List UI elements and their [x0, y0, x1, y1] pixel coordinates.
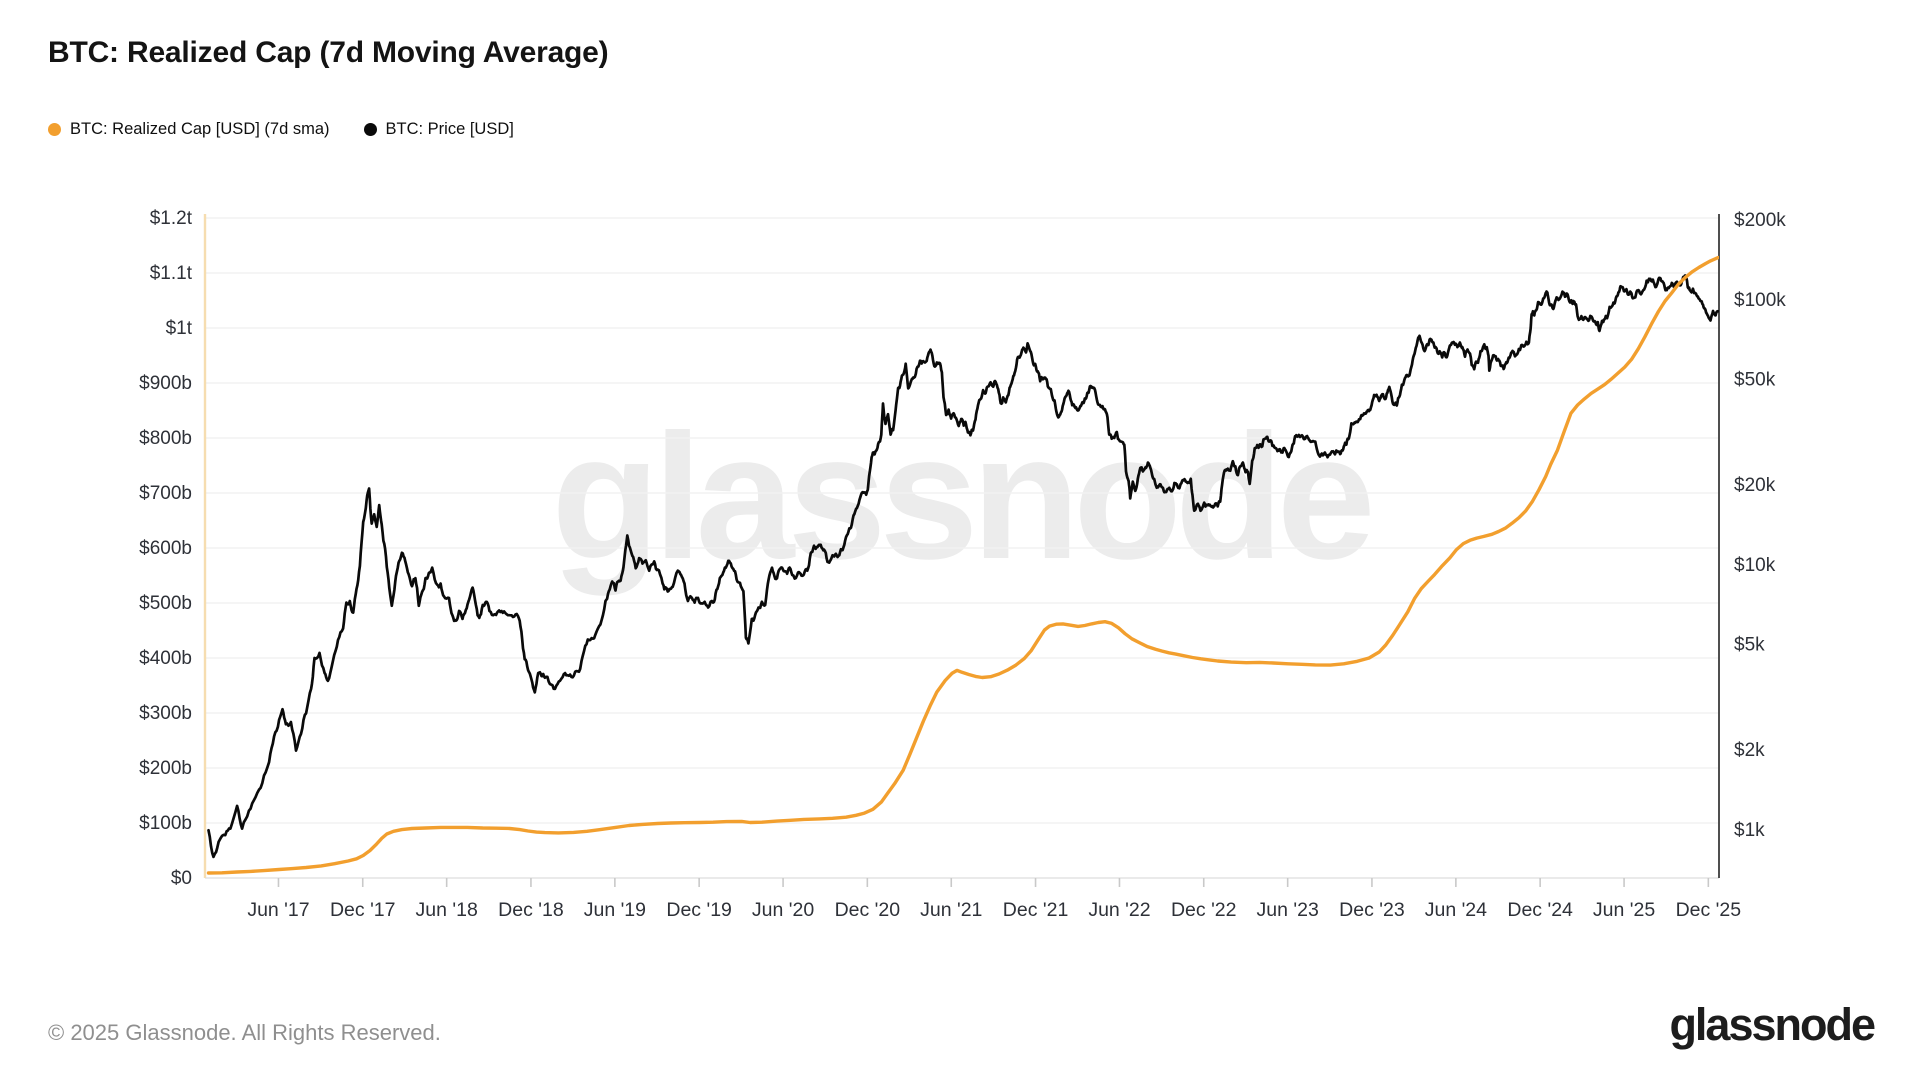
left-axis-tick-label: $700b — [139, 483, 192, 504]
page-title: BTC: Realized Cap (7d Moving Average) — [48, 36, 609, 69]
x-axis-tick-label: Jun '21 — [920, 899, 982, 921]
right-axis-tick-label: $1k — [1734, 820, 1765, 841]
left-axis-tick-label: $600b — [139, 538, 192, 559]
legend-item-realized-cap[interactable]: BTC: Realized Cap [USD] (7d sma) — [48, 120, 330, 139]
x-axis-tick-label: Jun '24 — [1425, 899, 1487, 921]
x-axis-tick-label: Jun '20 — [752, 899, 814, 921]
legend-item-price[interactable]: BTC: Price [USD] — [363, 120, 514, 139]
left-axis-tick-label: $800b — [139, 428, 192, 449]
x-axis-tick-label: Dec '17 — [330, 899, 396, 921]
legend-label-price: BTC: Price [USD] — [385, 120, 514, 138]
glassnode-logo: glassnode — [1669, 999, 1876, 1050]
left-axis-tick-label: $200b — [139, 758, 192, 779]
chart-legend: BTC: Realized Cap [USD] (7d sma) BTC: Pr… — [48, 120, 514, 139]
realized-cap-legend-dot-icon — [48, 123, 61, 136]
x-axis-tick-label: Dec '25 — [1676, 899, 1742, 921]
right-axis-tick-label: $2k — [1734, 740, 1765, 761]
right-axis-tick-label: $10k — [1734, 555, 1776, 576]
left-axis-tick-label: $100b — [139, 813, 192, 834]
x-axis-tick-label: Dec '22 — [1171, 899, 1237, 921]
right-axis-tick-label: $100k — [1734, 290, 1786, 311]
x-axis-tick-label: Jun '22 — [1088, 899, 1150, 921]
x-axis-tick-label: Jun '23 — [1257, 899, 1319, 921]
left-axis-tick-label: $500b — [139, 593, 192, 614]
x-axis-tick-label: Dec '23 — [1339, 899, 1405, 921]
x-axis-tick-label: Jun '19 — [584, 899, 646, 921]
x-axis-tick-label: Dec '21 — [1003, 899, 1069, 921]
right-axis-tick-label: $50k — [1734, 370, 1776, 391]
price-line — [207, 274, 1719, 859]
x-axis-tick-label: Dec '19 — [666, 899, 732, 921]
left-axis-tick-label: $0 — [171, 868, 192, 889]
legend-label-realized-cap: BTC: Realized Cap [USD] (7d sma) — [70, 120, 330, 138]
x-axis-tick-label: Jun '17 — [247, 899, 309, 921]
left-axis-tick-label: $400b — [139, 648, 192, 669]
x-axis-tick-label: Dec '24 — [1507, 899, 1573, 921]
x-axis-tick-label: Jun '25 — [1593, 899, 1655, 921]
right-axis-tick-label: $5k — [1734, 635, 1765, 656]
price-legend-dot-icon — [363, 123, 377, 136]
right-axis-tick-label: $200k — [1734, 210, 1786, 231]
left-axis-tick-label: $1.1t — [150, 263, 193, 284]
x-axis-tick-label: Dec '20 — [835, 899, 901, 921]
x-axis-tick-label: Jun '18 — [416, 899, 478, 921]
copyright-text: © 2025 Glassnode. All Rights Reserved. — [48, 1020, 441, 1045]
left-axis-tick-label: $300b — [139, 703, 192, 724]
x-axis-tick-label: Dec '18 — [498, 899, 564, 921]
left-axis-tick-label: $900b — [139, 373, 192, 394]
left-axis-tick-label: $1t — [166, 318, 193, 339]
left-axis-tick-label: $1.2t — [150, 208, 193, 229]
glassnode-watermark: glassnode — [551, 397, 1375, 596]
right-axis-tick-label: $20k — [1734, 475, 1776, 496]
realized-cap-line — [206, 255, 1719, 875]
